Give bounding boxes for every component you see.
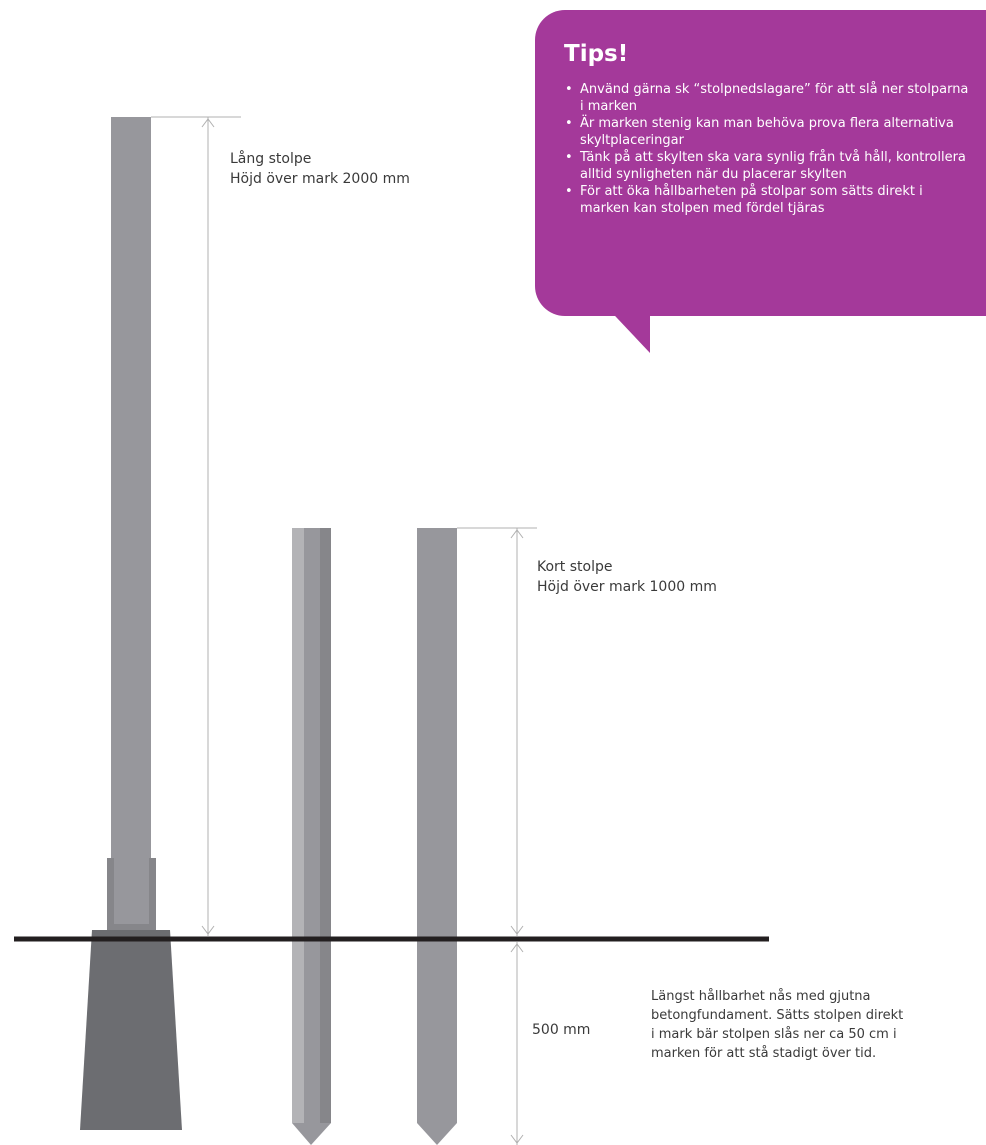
short-post-driven-shaft-right [320, 528, 331, 1123]
tips-list-item: Är marken stenig kan man behöva prova fl… [565, 115, 975, 149]
tips-list: Använd gärna sk “stolpnedslagare” för at… [564, 81, 975, 217]
short-post-shaft [417, 528, 457, 1123]
note-line: betongfundament. Sätts stolpen direkt [651, 1008, 904, 1023]
short-post-driven-tip [292, 1123, 331, 1145]
long-post-height: Höjd över mark 2000 mm [230, 171, 410, 187]
short-post-driven [292, 528, 331, 1145]
long-post-dimension [151, 116, 241, 936]
short-post-driven-shaft-mid [304, 528, 320, 1123]
long-post-shaft [111, 117, 151, 925]
note-line: Längst hållbarhet nås med gjutna [651, 989, 871, 1004]
tips-list-item: För att öka hållbarheten på stolpar som … [565, 183, 975, 217]
tips-bubble: Tips! Använd gärna sk “stolpnedslagare” … [535, 10, 986, 316]
tips-list-item: Tänk på att skylten ska vara synlig från… [565, 149, 975, 183]
short-post-label: Kort stolpe Höjd över mark 1000 mm [537, 557, 717, 597]
depth-label: 500 mm [532, 1022, 591, 1038]
short-post-tip [417, 1123, 457, 1145]
note-line: marken för att stå stadigt över tid. [651, 1046, 877, 1061]
short-post [417, 528, 457, 1145]
tips-list-item: Använd gärna sk “stolpnedslagare” för at… [565, 81, 975, 115]
short-post-name: Kort stolpe [537, 559, 613, 575]
short-post-dimension [457, 527, 537, 936]
long-post-bracket-right [149, 858, 156, 930]
long-post-bracket-left [107, 858, 114, 930]
note-line: i mark bär stolpen slås ner ca 50 cm i [651, 1027, 897, 1042]
tips-title: Tips! [564, 41, 629, 67]
long-post [80, 117, 182, 1130]
long-post-name: Lång stolpe [230, 151, 312, 167]
short-post-height: Höjd över mark 1000 mm [537, 579, 717, 595]
below-ground-note: Längst hållbarhet nås med gjutna betongf… [651, 987, 903, 1063]
long-post-bracket-bottom [107, 924, 156, 932]
concrete-foundation [80, 930, 182, 1130]
long-post-label: Lång stolpe Höjd över mark 2000 mm [230, 149, 410, 189]
short-post-driven-shaft-left [292, 528, 304, 1123]
depth-dimension [510, 942, 524, 1145]
